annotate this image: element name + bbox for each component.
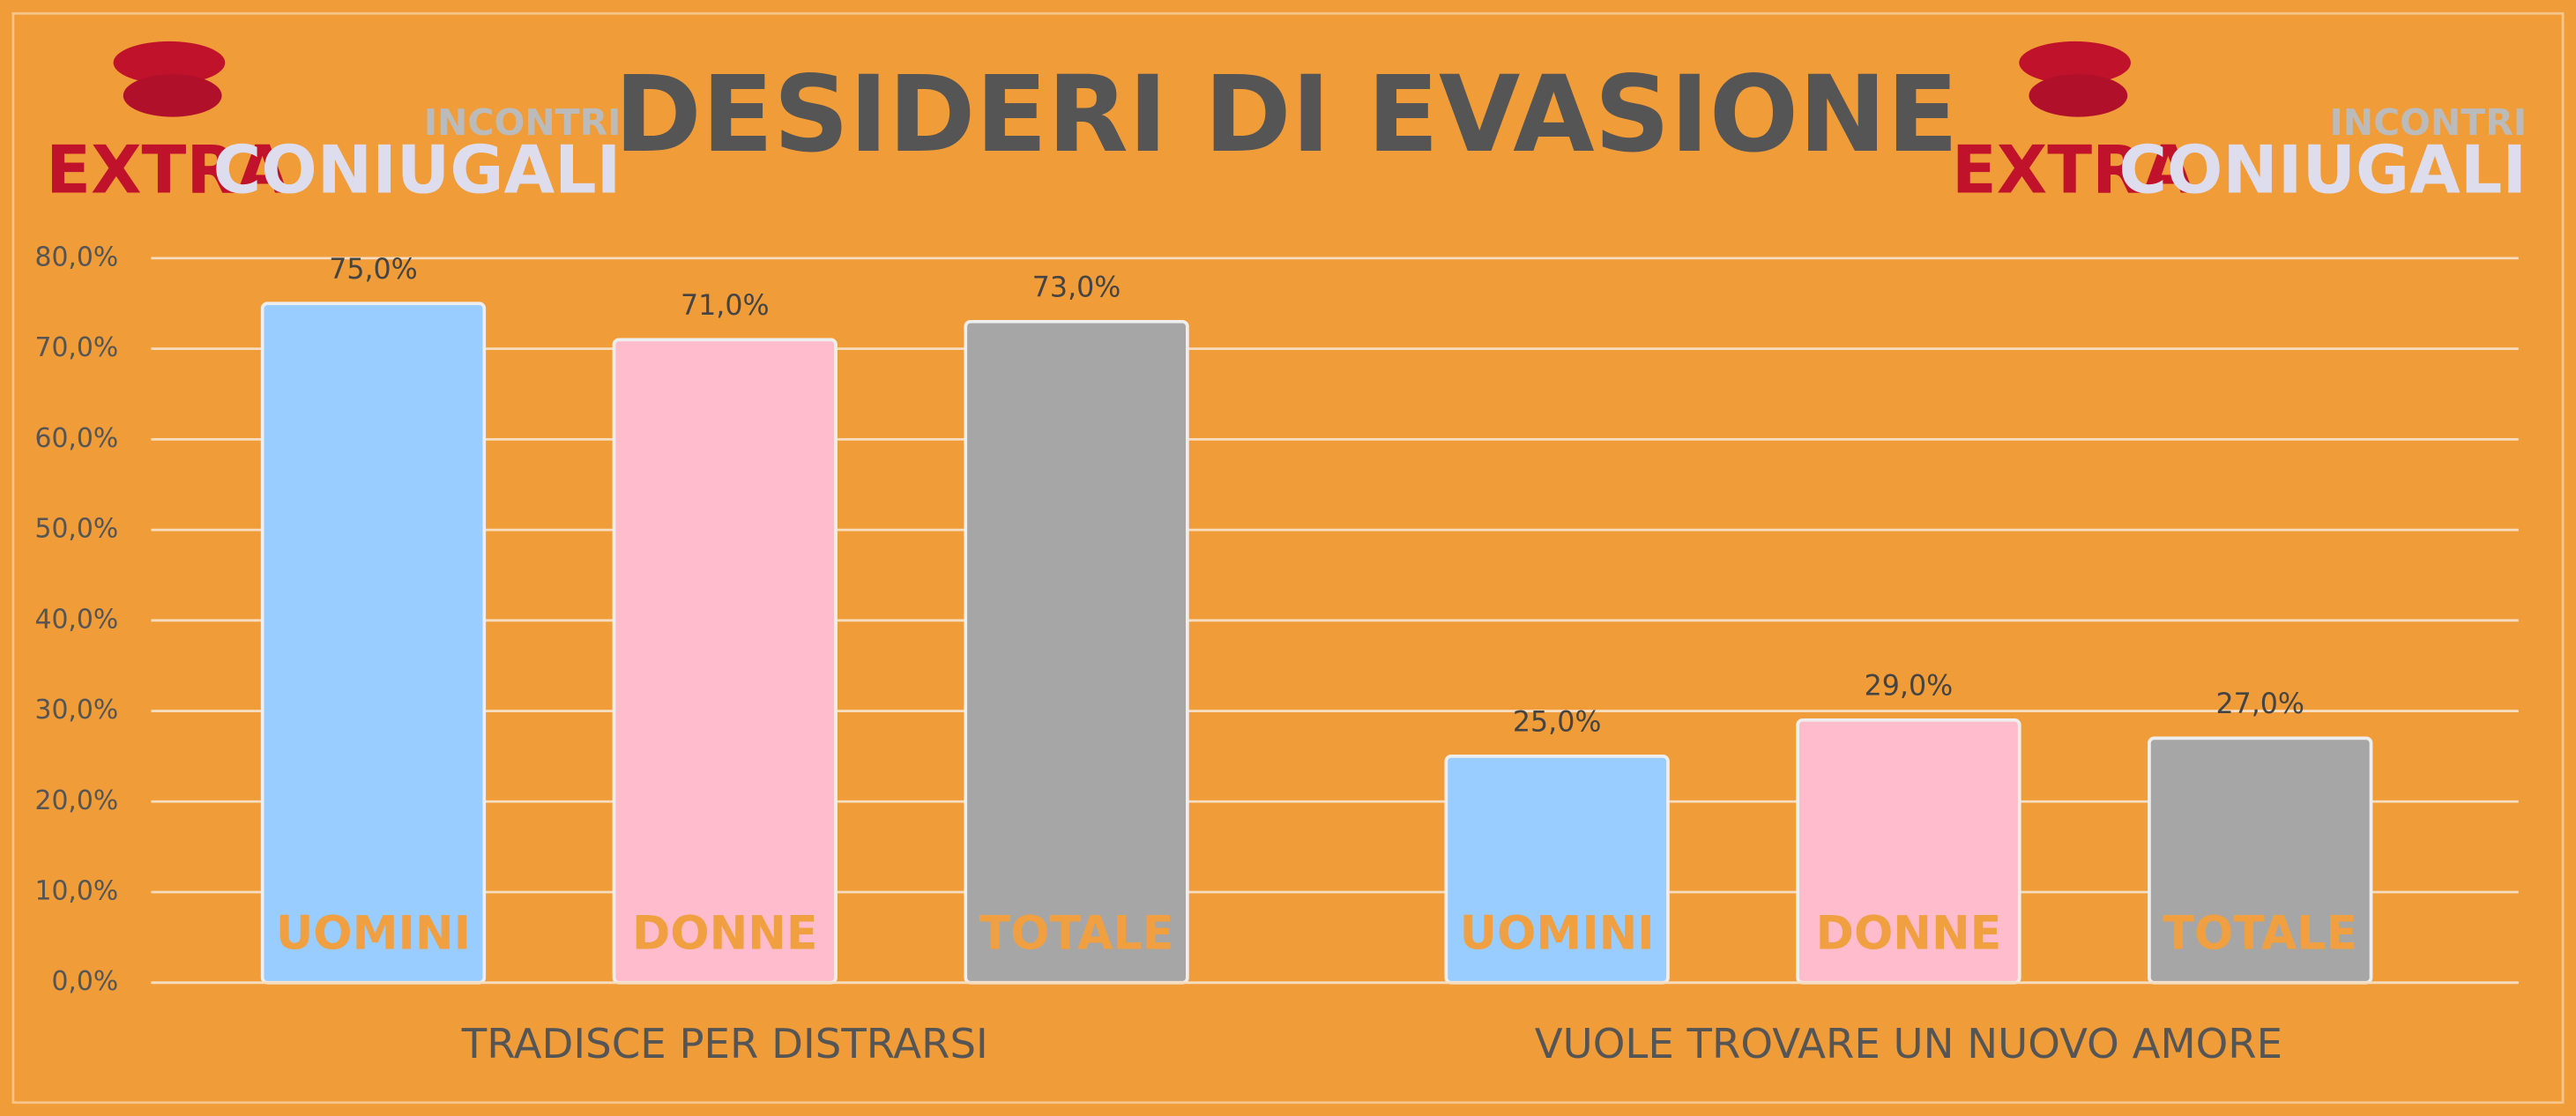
lips	[113, 41, 226, 85]
y-tick-label: 20,0%	[35, 785, 119, 816]
bar-series-label: TOTALE	[979, 908, 1174, 961]
lips	[2029, 74, 2128, 117]
lips	[2019, 41, 2131, 85]
value-label: 29,0%	[1865, 671, 1954, 703]
bar	[260, 301, 487, 985]
logo: INCONTRI EXTRA CONIUGALI	[46, 41, 621, 208]
value-label: 25,0%	[1513, 707, 1602, 739]
logo-text: INCONTRI	[424, 101, 622, 144]
bar-series-label: DONNE	[1816, 908, 2002, 961]
border	[11, 11, 2565, 1105]
bar	[612, 338, 838, 985]
value-label: 27,0%	[2215, 688, 2304, 720]
y-tick-label: 70,0%	[35, 332, 119, 363]
y-tick-label: 50,0%	[35, 514, 119, 545]
y-tick-label: 30,0%	[35, 695, 119, 725]
logo-text: EXTRA	[46, 131, 288, 208]
x-tick-label: TRADISCE PER DISTRARSI	[461, 1020, 988, 1068]
logo: INCONTRI EXTRA CONIUGALI	[1952, 41, 2527, 208]
logo-text: CONIUGALI	[2118, 131, 2527, 208]
bar	[964, 319, 1189, 985]
bar-series-label: UOMINI	[1460, 908, 1655, 961]
lips	[123, 74, 222, 117]
y-tick-label: 80,0%	[35, 242, 119, 272]
bar-series-label: TOTALE	[2163, 908, 2357, 961]
y-tick-label: 10,0%	[35, 875, 119, 906]
value-label: 73,0%	[1032, 272, 1121, 304]
x-tick-label: VUOLE TROVARE UN NUOVO AMORE	[1535, 1020, 2282, 1068]
value-label: 75,0%	[329, 254, 418, 286]
logo-text: CONIUGALI	[213, 131, 622, 208]
logo-text: INCONTRI	[2330, 101, 2528, 144]
bar-series-label: DONNE	[632, 908, 818, 961]
chart-title: DESIDERI DI EVASIONE	[614, 54, 1959, 176]
logo-text: EXTRA	[1952, 131, 2194, 208]
value-label: 71,0%	[681, 290, 770, 322]
y-tick-label: 60,0%	[35, 423, 119, 454]
y-tick-label: 0,0%	[51, 966, 118, 997]
y-tick-label: 40,0%	[35, 604, 119, 635]
bar-series-label: UOMINI	[276, 908, 471, 961]
